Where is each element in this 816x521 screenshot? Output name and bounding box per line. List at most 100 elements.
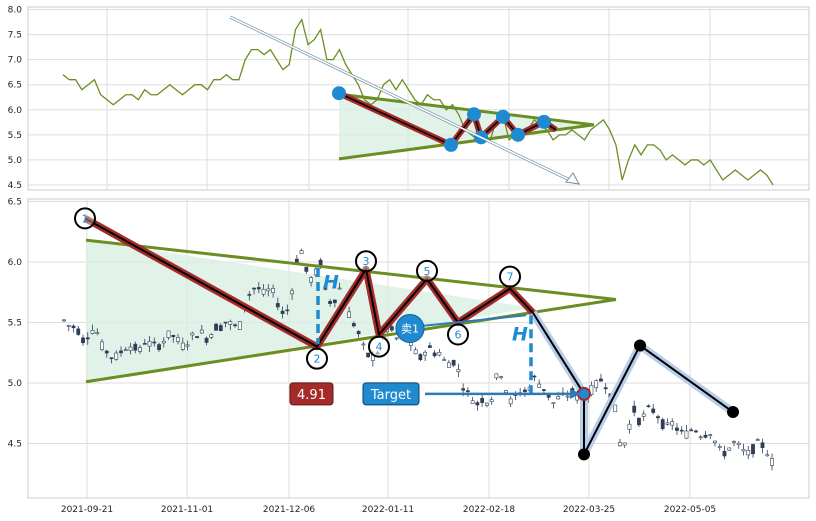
top-panel: 4.5 5.0 5.5 6.0 6.5 7.0 7.5 8.0 [8,6,810,191]
candle-body [660,419,665,430]
top-trend-arrow-inner [229,16,575,183]
candle-body [703,434,708,438]
bottom-y-tick-labels: 4.5 5.0 5.5 6.0 6.5 [8,197,23,449]
top-y-tick-label: 4.5 [8,181,22,191]
candle-body [770,458,774,466]
candle-body [484,402,489,406]
top-pattern-point [537,114,551,129]
candle-body [470,400,475,404]
candle-body [271,288,275,293]
candle-body [637,417,641,426]
candle-body [618,442,622,447]
bottom-x-tick-label: 2022-05-05 [664,505,716,515]
candle-body [537,383,542,388]
candle-body [114,352,119,360]
candle-body [442,359,447,361]
breakout-arrow [419,314,527,328]
candle-body [670,421,675,426]
candle-body [432,352,437,357]
candle-body [351,323,356,327]
wave-point-7 [499,265,521,288]
candle-body [504,390,508,393]
future-point [727,406,739,419]
bottom-x-tick-labels: 2021-09-21 2021-11-01 2021-12-06 2022-01-11… [61,505,716,515]
top-y-tick-label: 7.0 [8,56,23,66]
top-pattern-point [496,109,510,124]
candle-body [180,342,185,350]
candle-body [133,343,138,351]
candle-body [665,422,670,425]
bottom-y-tick-label: 6.0 [8,258,23,268]
candle-body [299,250,304,255]
candle-body [266,288,271,292]
top-y-tick-label: 8.0 [8,6,23,16]
candle-body [62,319,66,322]
candle-body [641,413,646,417]
candle-body [489,399,494,402]
wave-point-6 [447,323,469,346]
candle-body [679,429,684,432]
candle-body [727,447,732,451]
future-point [634,339,646,352]
candle-body [494,373,499,379]
candle-body [161,340,166,344]
candle-body [613,404,618,413]
top-y-tick-labels: 4.5 5.0 5.5 6.0 6.5 7.0 7.5 8.0 [8,6,23,191]
candle-body [256,287,261,290]
candle-body [81,337,85,344]
top-pattern-point [332,86,346,101]
candle-body [646,405,651,408]
candle-body [456,369,461,373]
candle-body [147,341,152,347]
candle-body [209,334,214,338]
breakout-label: 卖1 [401,323,419,336]
candle-body [499,376,504,379]
candle-body [347,311,352,318]
candle-body [228,321,233,325]
candle-body [71,325,76,329]
bottom-triangle-lower [85,297,617,384]
height-label-2: H [512,324,528,346]
candle-body [622,442,627,446]
candle-body [684,430,689,439]
bottom-panel: 4.55.05.56.06.5 2021-09-21 2021-11-01 2021… [8,197,810,515]
breakout-marker [395,314,425,344]
candle-body [760,442,765,448]
bottom-pattern-core [84,217,534,348]
candle-body [204,337,209,343]
top-triangle-lower [338,123,595,161]
candle-body [480,397,485,403]
candle-body [100,341,104,351]
candle-body [323,285,328,290]
top-y-tick-label: 7.5 [8,31,22,41]
top-pattern-point [467,107,481,122]
wave-point-3 [355,250,377,273]
candle-body [594,380,599,388]
candle-body [427,345,432,348]
candle-body [446,362,451,368]
candle-body [247,294,252,296]
candle-body [632,405,637,413]
target-box [362,382,420,406]
candle-body [185,344,190,347]
candle-body [275,303,280,308]
candle-body [755,439,760,441]
candle-body [751,444,755,455]
wave-point-label-6: 6 [455,328,462,341]
candle-body [138,347,142,352]
candle-body [90,330,95,334]
candle-body [556,396,561,400]
candle-body [237,321,242,330]
height-label-1: H [323,272,339,294]
candle-body [523,389,527,393]
wave-point-label-2: 2 [314,353,321,366]
wave-point-label-4: 4 [376,341,383,354]
wave-point-label-1: 1 [82,212,89,225]
future-point [578,448,590,461]
candle-body [656,416,660,419]
height-markers: HH [316,268,533,394]
candle-body [508,398,513,405]
candle-body [123,349,128,352]
candle-body [152,341,157,344]
